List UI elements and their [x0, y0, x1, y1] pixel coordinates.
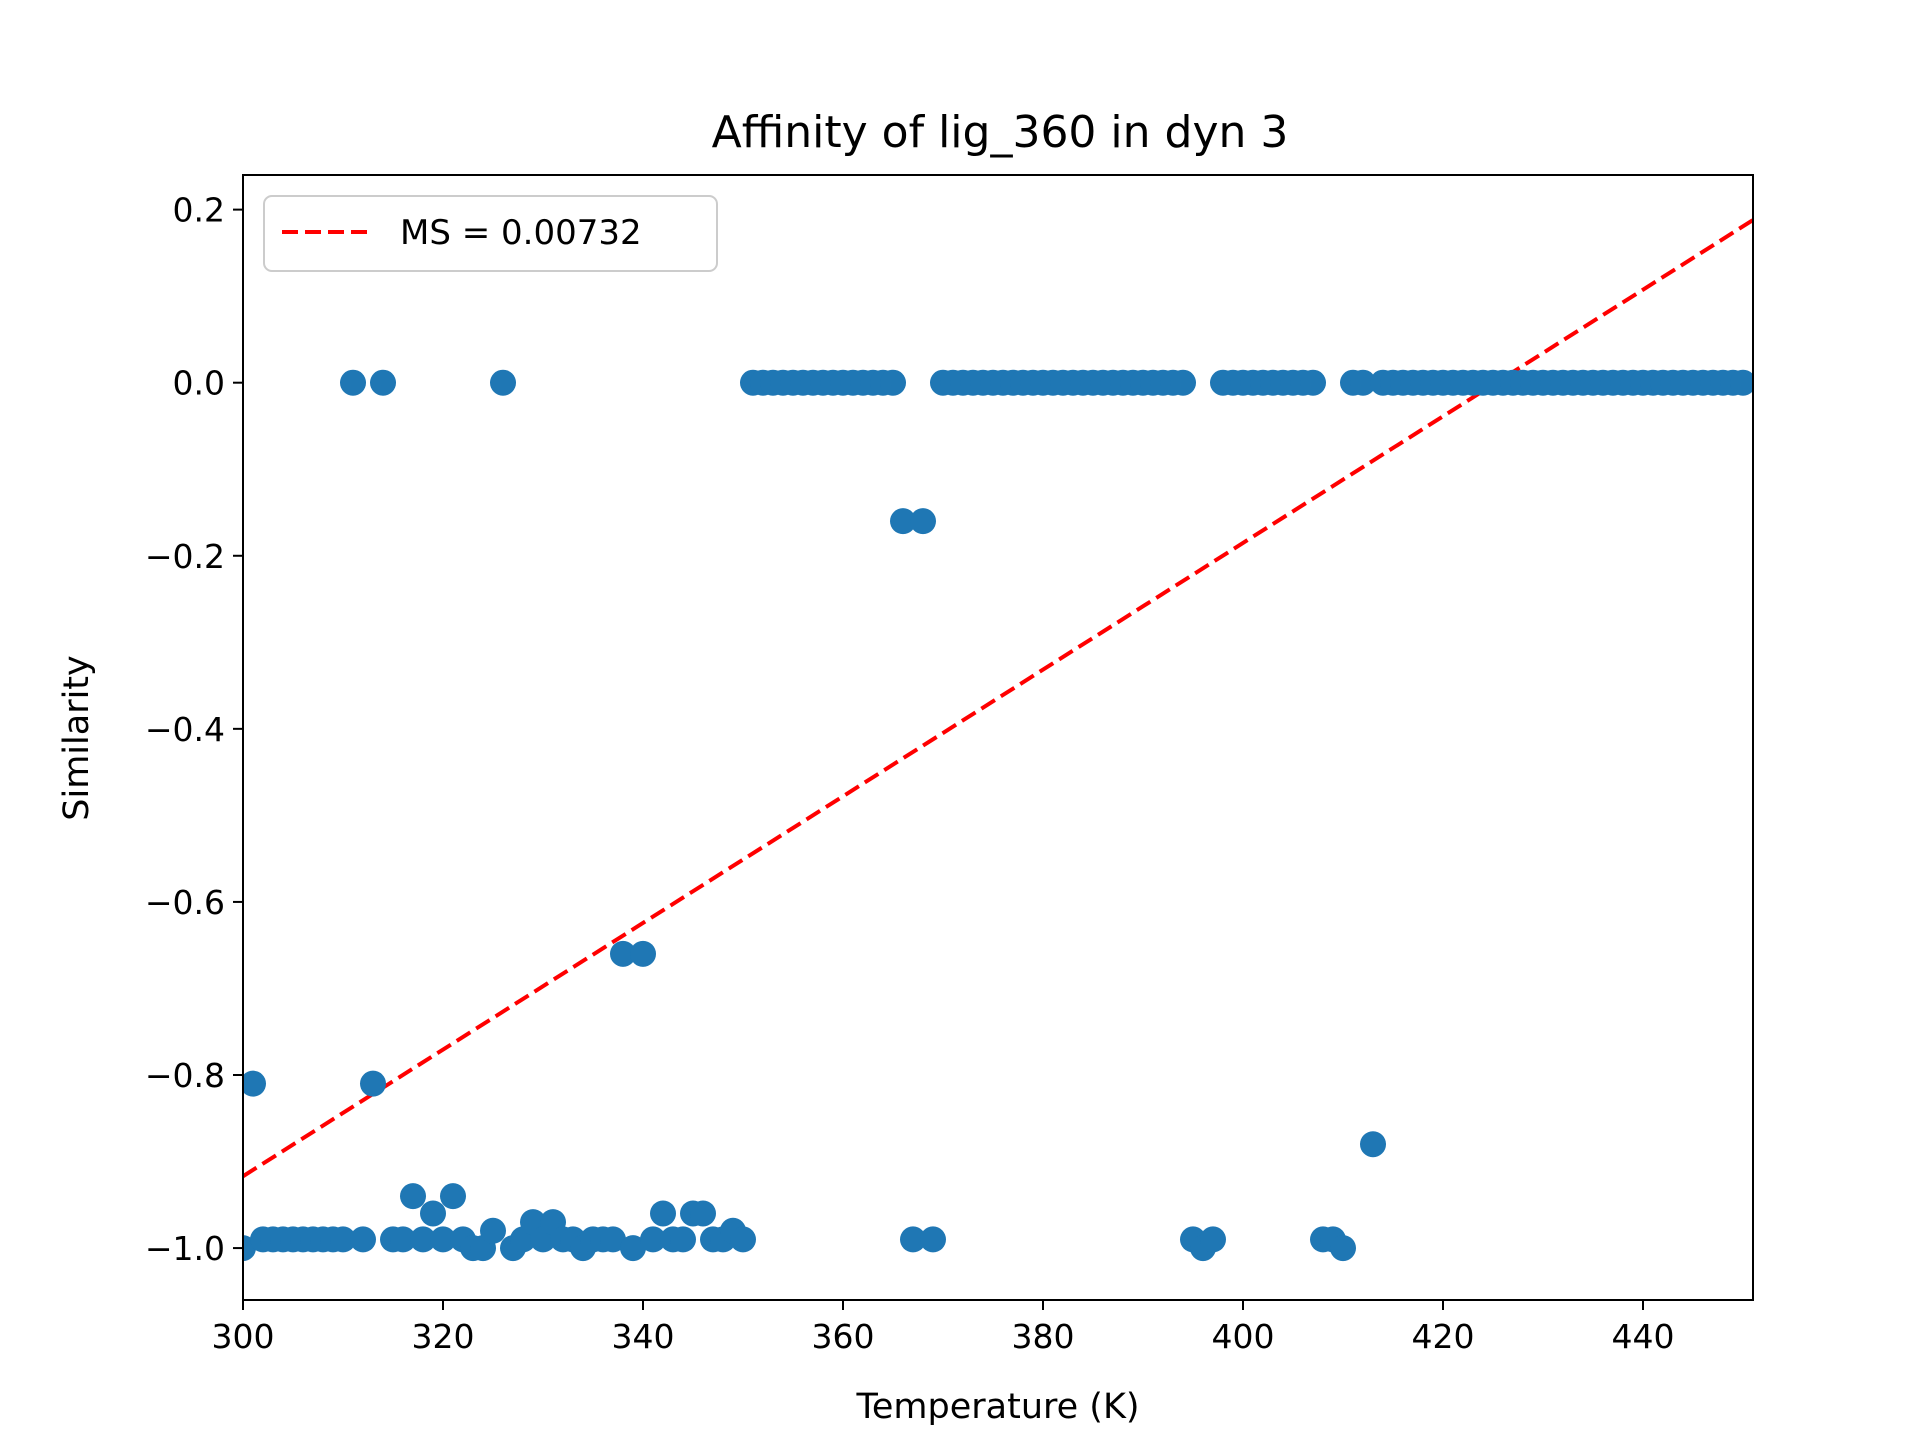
data-point [370, 369, 396, 396]
legend-box [263, 195, 718, 272]
data-point [620, 1235, 646, 1262]
data-point [243, 1070, 266, 1097]
x-tick-label: 320 [412, 1317, 475, 1356]
data-point [730, 1226, 756, 1253]
y-tick-label: 0.2 [173, 191, 225, 230]
data-point [1730, 369, 1753, 396]
y-tick-label: −1.0 [145, 1229, 225, 1268]
data-point [890, 508, 916, 535]
x-tick-label: 340 [612, 1317, 675, 1356]
data-point [1170, 369, 1196, 396]
data-point [600, 1226, 626, 1253]
y-tick-label: −0.6 [145, 883, 225, 922]
data-point [490, 369, 516, 396]
plot-frame [242, 174, 1754, 1301]
data-point [330, 1226, 356, 1253]
x-tick-label: 440 [1612, 1317, 1675, 1356]
y-tick-label: 0.0 [173, 364, 225, 403]
plot-area [243, 218, 1753, 1262]
data-point [640, 1226, 666, 1253]
data-point [410, 1226, 436, 1253]
data-point [400, 1183, 426, 1210]
data-point [630, 940, 656, 967]
y-tick-label: −0.8 [145, 1056, 225, 1095]
chart-title: Affinity of lig_360 in dyn 3 [712, 107, 1289, 158]
x-tick-label: 400 [1212, 1317, 1275, 1356]
data-point [360, 1070, 386, 1097]
data-point [1330, 1235, 1356, 1262]
data-point [390, 1226, 416, 1253]
data-point [1200, 1226, 1226, 1253]
data-point [480, 1217, 506, 1244]
data-point [420, 1200, 446, 1227]
x-tick-label: 420 [1412, 1317, 1475, 1356]
data-point [1360, 1131, 1386, 1158]
x-tick-label: 380 [1012, 1317, 1075, 1356]
y-axis-label: Similarity [57, 655, 97, 820]
data-point [670, 1226, 696, 1253]
legend-entry-fit: MS = 0.00732 [400, 213, 642, 253]
data-point [1300, 369, 1326, 396]
x-axis: 300 320 340 360 380 400 420 440 [212, 1300, 1675, 1356]
data-point [1350, 369, 1376, 396]
data-point [340, 369, 366, 396]
y-axis: 0.2 0.0 −0.2 −0.4 −0.6 −0.8 −1.0 [145, 191, 243, 1268]
data-point [690, 1200, 716, 1227]
x-axis-label: Temperature (K) [855, 1387, 1139, 1427]
data-point [350, 1226, 376, 1253]
data-point [880, 369, 906, 396]
data-point [920, 1226, 946, 1253]
data-point [430, 1226, 456, 1253]
x-tick-label: 360 [812, 1317, 875, 1356]
data-point [650, 1200, 676, 1227]
data-point [610, 940, 636, 967]
data-point [440, 1183, 466, 1210]
data-point [910, 508, 936, 535]
legend: MS = 0.00732 [263, 195, 718, 272]
x-tick-label: 300 [212, 1317, 275, 1356]
y-tick-label: −0.4 [145, 710, 225, 749]
data-points-layer [243, 369, 1753, 1262]
y-tick-label: −0.2 [145, 537, 225, 576]
data-point [900, 1226, 926, 1253]
